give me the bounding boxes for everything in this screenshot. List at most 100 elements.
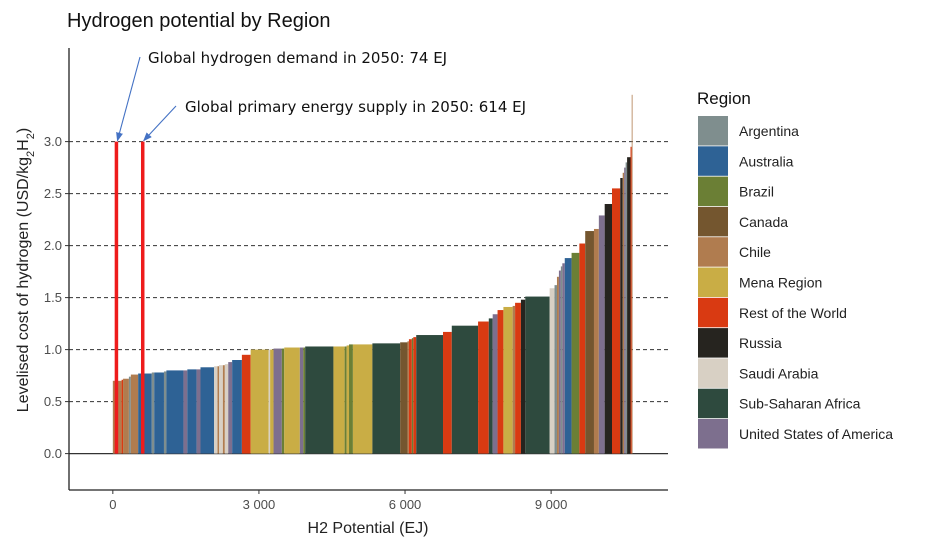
bar-rest-of-the-world [611, 188, 621, 454]
bar-australia [187, 369, 197, 454]
legend-label-russia: Russia [739, 335, 782, 351]
annotation-arrow [143, 105, 177, 142]
legend: Argentina Australia Brazil Canada Chile Mena … [698, 116, 893, 449]
bar-chile [593, 228, 599, 454]
legend-swatch-mena-region [698, 267, 728, 297]
y-tick-label: 0.5 [44, 394, 62, 409]
bar-brazil [344, 346, 347, 454]
bar-chile [217, 366, 219, 454]
bar-brazil [349, 344, 353, 454]
legend-swatch-sub-saharan-africa [698, 388, 728, 419]
annotations: Global hydrogen demand in 2050: 74 EJ Glo… [116, 49, 526, 142]
y-tick-label: 1.5 [44, 290, 62, 305]
bar-saudi-arabia [218, 365, 223, 454]
y-tick-label: 2.5 [44, 186, 62, 201]
bar-rest-of-the-world [241, 354, 251, 454]
bar-brazil [411, 338, 414, 454]
bar-chile [130, 374, 139, 454]
bar-mena-region [503, 306, 513, 454]
bar-chile [512, 305, 516, 454]
bar-brazil [303, 347, 306, 454]
bar-sub-saharan-africa [305, 346, 334, 454]
legend-swatch-chile [698, 237, 728, 267]
bar-rest-of-the-world [408, 339, 412, 454]
bar-australia [154, 372, 164, 454]
x-ticks: 0 3 000 6 000 9 000 [109, 490, 567, 512]
bar-argentina [625, 162, 628, 454]
bar-chile [631, 94, 633, 454]
bar-rest-of-the-world [579, 243, 586, 454]
bar-united-states-of-america [558, 270, 561, 454]
x-tick-label: 9 000 [535, 497, 568, 512]
bar-russia [627, 157, 631, 454]
bar-argentina [554, 285, 557, 454]
bar-rest-of-the-world [121, 379, 124, 454]
bar-mena-region [352, 344, 373, 454]
legend-swatch-saudi-arabia [698, 358, 728, 388]
bar-brazil [571, 252, 580, 454]
bar-australia [564, 258, 572, 454]
y-tick-label: 2.0 [44, 238, 62, 253]
legend-swatch-united-states-of-america [698, 419, 728, 449]
legend-swatch-australia [698, 146, 728, 176]
bar-united-states-of-america [273, 348, 282, 454]
legend-label-saudi-arabia: Saudi Arabia [739, 365, 819, 381]
legend-label-sub-saharan-africa: Sub-Saharan Africa [739, 396, 861, 412]
y-ticks: 0.0 0.5 1.0 1.5 2.0 2.5 3.0 [44, 134, 69, 461]
bar-united-states-of-america [228, 362, 233, 454]
bar-saudi-arabia [224, 364, 229, 454]
bar-united-states-of-america [492, 314, 498, 454]
legend-label-united-states-of-america: United States of America [739, 426, 893, 442]
legend-label-mena-region: Mena Region [739, 275, 822, 291]
bar-argentina [560, 266, 563, 454]
bar-saudi-arabia [214, 366, 218, 454]
bar-australia [232, 360, 242, 454]
legend-label-chile: Chile [739, 244, 771, 260]
x-tick-label: 6 000 [389, 497, 422, 512]
bar-mena-region [270, 349, 274, 454]
legend-swatch-argentina [698, 116, 728, 146]
bar-rest-of-the-world [630, 146, 632, 454]
annotation-arrow [116, 56, 141, 142]
bar-mena-region [284, 347, 300, 454]
bar-saudi-arabia [268, 349, 271, 454]
bar-sub-saharan-africa [372, 343, 401, 454]
legend-label-canada: Canada [739, 214, 788, 230]
bar-australia [200, 367, 215, 454]
bar-united-states-of-america [183, 370, 188, 454]
x-axis-title: H2 Potential (EJ) [308, 520, 429, 537]
bars [112, 94, 633, 454]
legend-swatch-rest-of-the-world [698, 297, 728, 328]
bar-rest-of-the-world [413, 337, 417, 454]
x-tick-label: 0 [109, 497, 116, 512]
y-tick-label: 3.0 [44, 134, 62, 149]
bar-united-states-of-america [299, 347, 304, 454]
x-tick-label: 3 000 [243, 497, 276, 512]
bar-australia [166, 370, 184, 454]
bar-rest-of-the-world [478, 321, 489, 454]
legend-label-rest-of-the-world: Rest of the World [739, 305, 847, 321]
bar-russia [620, 178, 623, 454]
bar-united-states-of-america [562, 263, 565, 454]
bar-russia [604, 204, 612, 454]
bar-sub-saharan-africa [451, 325, 479, 454]
bar-united-states-of-america [196, 369, 201, 454]
y-tick-label: 0.0 [44, 446, 62, 461]
bar-united-states-of-america [624, 167, 626, 454]
bar-canada [585, 231, 594, 454]
bar-sub-saharan-africa [488, 318, 493, 454]
bar-chile [556, 276, 559, 454]
reference-lines [114, 141, 145, 454]
legend-label-australia: Australia [739, 153, 794, 169]
bar-canada [400, 342, 408, 454]
bar-chile [407, 341, 409, 454]
bar-united-states-of-america [598, 215, 605, 454]
legend-label-argentina: Argentina [739, 123, 799, 139]
legend-swatch-russia [698, 328, 728, 358]
bar-sub-saharan-africa [525, 296, 550, 454]
bar-sub-saharan-africa [416, 335, 444, 454]
bar-australia [138, 373, 152, 454]
bar-russia [520, 299, 526, 454]
legend-swatch-brazil [698, 176, 728, 207]
